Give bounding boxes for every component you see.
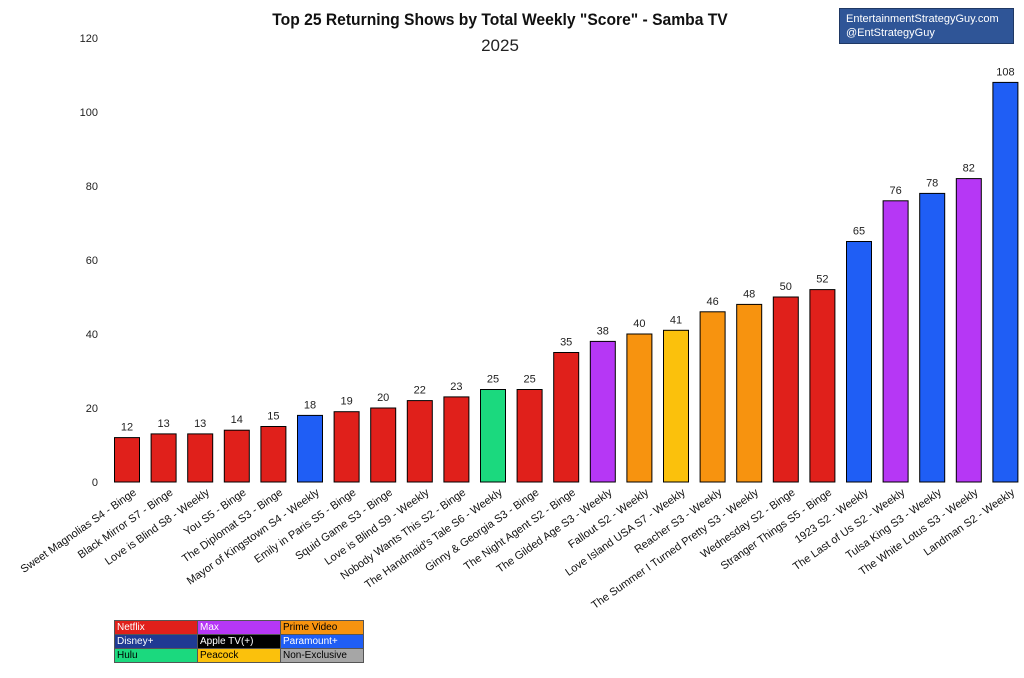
- bar: [736, 303, 763, 483]
- bar: [663, 329, 689, 483]
- bar: [772, 296, 799, 483]
- bar: [150, 433, 177, 483]
- bar-value-label: 41: [670, 314, 682, 326]
- bar-value-label: 15: [267, 411, 279, 423]
- bar-value-label: 52: [816, 274, 828, 286]
- chart-title: Top 25 Returning Shows by Total Weekly "…: [272, 10, 728, 29]
- bar-value-label: 19: [340, 396, 352, 408]
- y-tick-label: 120: [80, 33, 98, 45]
- bar-value-label: 13: [194, 418, 206, 430]
- bar-value-label: 76: [889, 185, 901, 197]
- y-tick-label: 100: [80, 107, 98, 119]
- bar-value-label: 25: [523, 374, 535, 386]
- bar: [992, 81, 1019, 483]
- bar-value-label: 18: [304, 399, 316, 411]
- bar: [846, 241, 872, 483]
- bar-value-label: 20: [377, 392, 389, 404]
- legend-item-disney-plus: Disney+: [114, 634, 198, 649]
- legend-item-peacock: Peacock: [197, 648, 281, 663]
- bar-value-label: 23: [450, 381, 462, 393]
- bar: [114, 437, 140, 483]
- credit-box: EntertainmentStrategyGuy.com @EntStrateg…: [839, 8, 1014, 44]
- legend-item-prime-video: Prime Video: [280, 620, 364, 635]
- bar-value-label: 22: [414, 385, 426, 397]
- bar-value-label: 65: [853, 226, 865, 238]
- legend-item-apple-tv: Apple TV(+): [197, 634, 281, 649]
- bar: [406, 400, 433, 483]
- bar: [516, 389, 543, 483]
- bar-value-label: 108: [996, 66, 1014, 78]
- legend-item-non-exclusive: Non-Exclusive: [280, 648, 364, 663]
- chart-subtitle: 2025: [481, 36, 519, 55]
- bar: [919, 192, 946, 483]
- y-tick-label: 40: [86, 329, 98, 341]
- bar: [260, 426, 287, 483]
- bar: [223, 429, 250, 483]
- bar-value-label: 48: [743, 288, 755, 300]
- bar: [699, 311, 726, 483]
- legend-item-max: Max: [197, 620, 281, 635]
- legend-item-paramount-plus: Paramount+: [280, 634, 364, 649]
- bar-value-label: 38: [597, 325, 609, 337]
- legend: Netflix Max Prime Video Disney+ Apple TV…: [114, 620, 364, 663]
- bar-value-label: 14: [231, 414, 243, 426]
- y-tick-label: 0: [92, 477, 98, 489]
- y-tick-label: 20: [86, 403, 98, 415]
- bar: [370, 407, 397, 483]
- bar: [187, 433, 214, 483]
- bar-value-label: 13: [157, 418, 169, 430]
- bar: [480, 389, 506, 483]
- bar: [955, 178, 982, 483]
- legend-item-hulu: Hulu: [114, 648, 198, 663]
- bar: [333, 411, 360, 483]
- credit-handle: @EntStrategyGuy: [846, 27, 935, 39]
- bar-value-label: 12: [121, 422, 133, 434]
- bar: [626, 333, 653, 483]
- bar-value-label: 50: [780, 281, 792, 293]
- bar: [809, 289, 836, 483]
- bar: [882, 200, 909, 483]
- bar-value-label: 78: [926, 177, 938, 189]
- bar-value-label: 35: [560, 337, 572, 349]
- bar-value-label: 25: [487, 374, 499, 386]
- bar: [589, 340, 616, 483]
- category-label: The Summer I Turned Pretty S3 - Weekly: [589, 486, 761, 611]
- bar-value-label: 46: [706, 296, 718, 308]
- bar: [553, 352, 580, 483]
- bar-value-label: 82: [963, 163, 975, 175]
- y-tick-label: 80: [86, 181, 98, 193]
- credit-website: EntertainmentStrategyGuy.com: [846, 13, 999, 25]
- bar-value-label: 40: [633, 318, 645, 330]
- y-tick-label: 60: [86, 255, 98, 267]
- bar: [443, 396, 470, 483]
- legend-item-netflix: Netflix: [114, 620, 198, 635]
- bar: [297, 414, 323, 483]
